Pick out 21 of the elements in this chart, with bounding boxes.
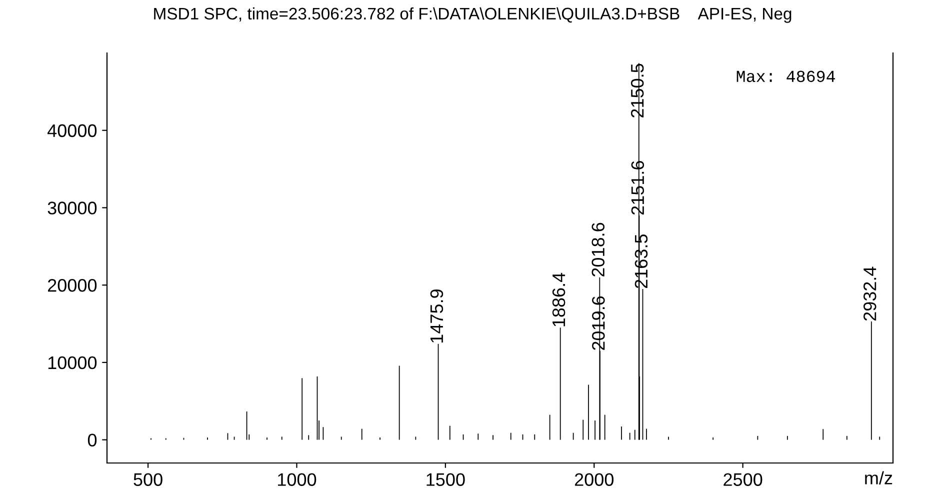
annotation: 2151.6 [631, 161, 644, 215]
annotation: 2150.5 [630, 64, 644, 118]
x-tick-label: 2500 [724, 473, 762, 486]
annotation: 2019.6 [592, 296, 605, 350]
y-tick-label: 20000 [48, 279, 97, 292]
x-axis-title: m/z [865, 471, 892, 484]
annotation: 2932.4 [863, 266, 876, 321]
y-tick-label: 30000 [48, 202, 97, 214]
x-tick-label: 1500 [426, 473, 465, 486]
x-tick-label: 2000 [574, 473, 614, 486]
y-tick-label: 0 [88, 434, 97, 447]
annotation: 2163.5 [634, 234, 648, 288]
annotation: 2018.6 [592, 222, 604, 276]
y-tick-label: 40000 [47, 124, 97, 138]
annotation: 1886.4 [552, 272, 566, 326]
x-tick-label: 500 [134, 473, 162, 486]
annotation: Max: 48694 [736, 70, 835, 82]
x-tick-label: 1000 [278, 473, 316, 486]
y-tick-label: 10000 [48, 356, 97, 370]
annotation: 1475.9 [430, 290, 444, 342]
chart-title: MSD1 SPC, time=23.506:23.782 of F:\DATA\OLENKIE\QUILA3.D+BSB API-ES, Neg [154, 7, 792, 23]
